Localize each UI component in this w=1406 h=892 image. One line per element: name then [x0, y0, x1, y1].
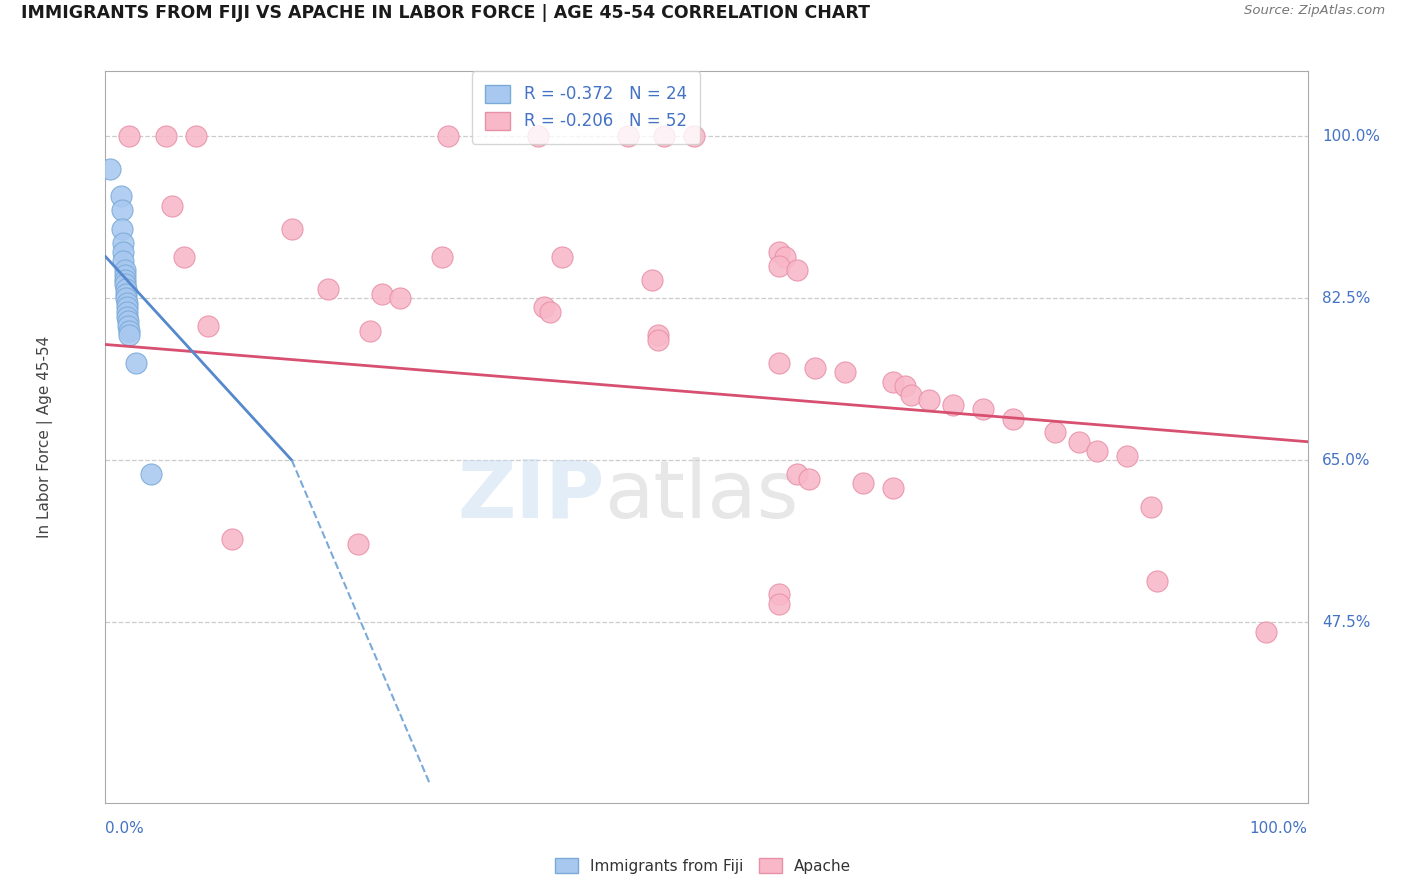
- Point: [894, 379, 917, 393]
- Text: atlas: atlas: [605, 457, 799, 534]
- Point: [942, 398, 965, 412]
- Point: [347, 536, 370, 550]
- Point: [221, 532, 243, 546]
- Point: [110, 189, 132, 203]
- Point: [786, 467, 808, 482]
- Text: In Labor Force | Age 45-54: In Labor Force | Age 45-54: [38, 336, 53, 538]
- Point: [118, 328, 141, 343]
- Point: [900, 388, 922, 402]
- Point: [114, 268, 136, 282]
- Point: [786, 263, 808, 277]
- Point: [533, 301, 555, 315]
- Point: [527, 129, 550, 144]
- Text: 100.0%: 100.0%: [1250, 821, 1308, 836]
- Point: [115, 310, 138, 324]
- Point: [112, 254, 135, 268]
- Point: [115, 286, 138, 301]
- Point: [972, 402, 994, 417]
- Legend: Immigrants from Fiji, Apache: Immigrants from Fiji, Apache: [548, 852, 858, 880]
- Point: [617, 129, 640, 144]
- Point: [882, 375, 904, 389]
- Point: [1254, 624, 1277, 639]
- Point: [173, 250, 195, 264]
- Point: [117, 314, 139, 328]
- Point: [1116, 449, 1139, 463]
- Point: [768, 259, 790, 273]
- Point: [115, 301, 138, 315]
- Point: [111, 221, 134, 235]
- Point: [139, 467, 162, 482]
- Point: [359, 324, 381, 338]
- Point: [117, 318, 139, 333]
- Point: [114, 277, 136, 292]
- Point: [124, 356, 146, 370]
- Point: [155, 129, 177, 144]
- Point: [683, 129, 706, 144]
- Point: [1002, 411, 1025, 425]
- Point: [98, 161, 121, 176]
- Point: [115, 291, 138, 305]
- Point: [316, 282, 339, 296]
- Point: [882, 481, 904, 495]
- Point: [654, 129, 676, 144]
- Text: 65.0%: 65.0%: [1322, 453, 1371, 467]
- Point: [430, 250, 453, 264]
- Point: [768, 244, 790, 259]
- Point: [647, 328, 669, 343]
- Point: [834, 365, 856, 379]
- Point: [797, 472, 820, 486]
- Text: 0.0%: 0.0%: [105, 821, 145, 836]
- Point: [1146, 574, 1168, 588]
- Point: [388, 291, 411, 305]
- Point: [852, 476, 875, 491]
- Point: [773, 250, 796, 264]
- Point: [281, 221, 304, 235]
- Point: [114, 273, 136, 287]
- Point: [437, 129, 460, 144]
- Point: [111, 203, 134, 218]
- Point: [115, 282, 138, 296]
- Point: [115, 295, 138, 310]
- Point: [1085, 444, 1108, 458]
- Text: IMMIGRANTS FROM FIJI VS APACHE IN LABOR FORCE | AGE 45-54 CORRELATION CHART: IMMIGRANTS FROM FIJI VS APACHE IN LABOR …: [21, 4, 870, 22]
- Point: [768, 587, 790, 601]
- Point: [538, 305, 561, 319]
- Point: [184, 129, 207, 144]
- Point: [112, 244, 135, 259]
- Point: [118, 129, 141, 144]
- Point: [115, 305, 138, 319]
- Point: [114, 263, 136, 277]
- Point: [768, 597, 790, 611]
- Legend: R = -0.372   N = 24, R = -0.206   N = 52: R = -0.372 N = 24, R = -0.206 N = 52: [472, 71, 700, 144]
- Point: [118, 324, 141, 338]
- Point: [768, 356, 790, 370]
- Point: [197, 318, 219, 333]
- Point: [1069, 434, 1091, 449]
- Point: [803, 360, 825, 375]
- Point: [551, 250, 574, 264]
- Text: 82.5%: 82.5%: [1322, 291, 1371, 306]
- Point: [1043, 425, 1066, 440]
- Point: [641, 273, 664, 287]
- Point: [1140, 500, 1163, 514]
- Text: 47.5%: 47.5%: [1322, 615, 1371, 630]
- Text: ZIP: ZIP: [457, 457, 605, 534]
- Text: Source: ZipAtlas.com: Source: ZipAtlas.com: [1244, 4, 1385, 18]
- Text: 100.0%: 100.0%: [1322, 128, 1381, 144]
- Point: [160, 199, 183, 213]
- Point: [371, 286, 394, 301]
- Point: [112, 235, 135, 250]
- Point: [918, 392, 941, 407]
- Point: [647, 333, 669, 347]
